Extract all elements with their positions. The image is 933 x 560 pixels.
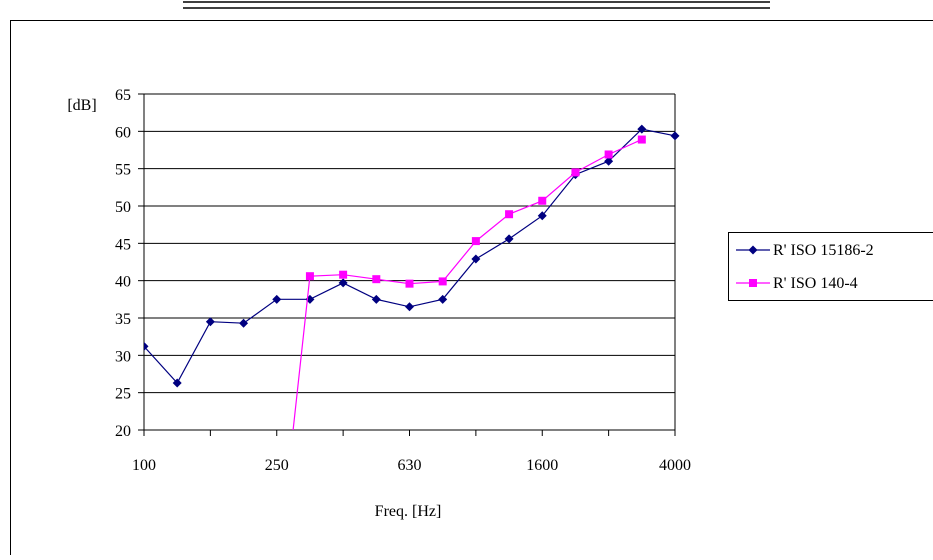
x-tick-label: 630: [398, 457, 422, 474]
series-2-point: [472, 237, 480, 245]
x-axis-label: Freq. [Hz]: [375, 503, 442, 520]
y-tick-label: 65: [115, 87, 131, 104]
series-2-point: [306, 272, 314, 280]
y-tick-label: 45: [115, 236, 131, 253]
series-2-point: [439, 277, 447, 285]
legend-label: R' ISO 140-4: [773, 275, 858, 292]
y-axis-label: [dB]: [67, 97, 96, 114]
x-tick-label: 4000: [659, 457, 691, 474]
series-2-point: [406, 280, 414, 288]
legend-swatch-marker: [749, 279, 757, 287]
y-tick-label: 30: [115, 348, 131, 365]
x-tick-label: 1600: [526, 457, 558, 474]
legend: R' ISO 15186-2 R' ISO 140-4: [729, 233, 933, 301]
series-2-point: [571, 168, 579, 176]
series-2-point: [505, 210, 513, 218]
y-tick-label: 25: [115, 386, 131, 403]
series-2-point: [538, 197, 546, 205]
y-tick-label: 55: [115, 162, 131, 179]
x-tick-label: 250: [265, 457, 289, 474]
y-tick-label: 35: [115, 311, 131, 328]
y-tick-label: 20: [115, 423, 131, 440]
series-2-point: [339, 271, 347, 279]
legend-label: R' ISO 15186-2: [773, 242, 874, 259]
y-tick-label: 60: [115, 124, 131, 141]
x-tick-label: 100: [132, 457, 156, 474]
y-tick-label: 40: [115, 274, 131, 291]
y-tick-label: 50: [115, 199, 131, 216]
series-2-point: [605, 150, 613, 158]
series-2-point: [638, 136, 646, 144]
series-2-point: [372, 275, 380, 283]
